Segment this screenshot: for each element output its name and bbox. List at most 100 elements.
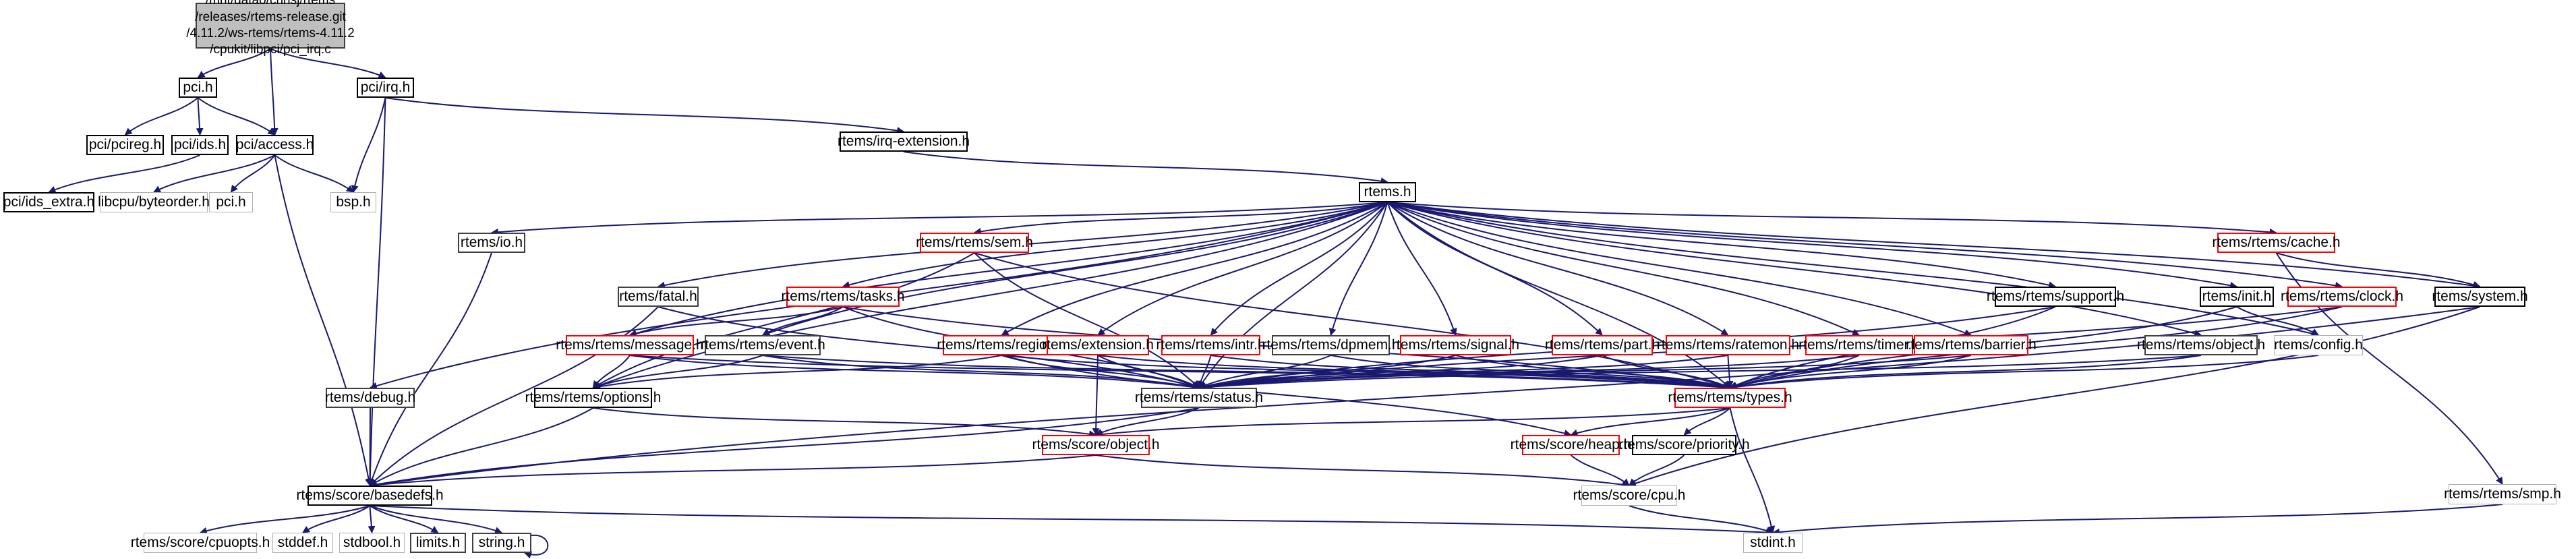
graph-node-limits_h[interactable]: limits.h [410,533,466,553]
graph-node-score_object[interactable]: rtems/score/object.h [1032,435,1160,455]
graph-node-event_h[interactable]: rtems/rtems/event.h [700,335,825,355]
node-label: rtems/score/heap.h [1510,436,1632,452]
edge-extension_h-to-score_object [1092,355,1100,436]
edge-rtems_h-to-support_h [1387,202,2057,289]
edge-rtems_h-to-object_rt_h [1387,202,2202,337]
graph-node-score_heap[interactable]: rtems/score/heap.h [1511,435,1631,455]
graph-node-cache_h[interactable]: rtems/rtems/cache.h [2212,233,2341,253]
edge-barrier_h-to-types_h [1729,355,1972,390]
graph-node-config_h[interactable]: rtems/config.h [2274,335,2363,355]
edge-types_h-to-score_object [1094,407,1730,438]
graph-node-score_priority[interactable]: rtems/score/priority.h [1618,435,1750,455]
edge-config_h-to-types_h [1729,355,2319,391]
node-label: rtems/rtems/signal.h [1391,336,1520,353]
graph-node-intr_h[interactable]: rtems/rtems/intr.h [1156,335,1266,355]
graph-node-stddef_h[interactable]: stddef.h [272,533,333,553]
graph-node-byteorder_h[interactable]: libcpu/byteorder.h [98,192,210,212]
graph-node-string_h[interactable]: string.h [472,533,531,553]
graph-node-stdint_h[interactable]: stdint.h [1743,533,1803,553]
edge-region_h-to-status_h [1001,355,1200,390]
edge-score_heap-to-score_cpu [1570,454,1630,486]
edge-basedefs_h-to-stdbool_h [368,505,376,534]
edge-tasks_h-to-event_h [762,306,844,336]
edge-intr_h-to-status_h [1196,355,1212,389]
graph-node-message_h[interactable]: rtems/rtems/message.h [556,335,704,355]
node-label: pci.h [216,194,246,210]
graph-node-pci_h2[interactable]: pci.h [209,192,253,212]
node-label: pci.h [183,79,213,95]
graph-node-barrier_h[interactable]: rtems/rtems/barrier.h [1906,335,2037,355]
edge-rtems_h-to-barrier_h [1387,202,1972,336]
graph-node-pci_pcireg_h[interactable]: pci/pcireg.h [86,135,164,155]
edge-message_h-to-status_h [629,355,1200,391]
edge-pci_ids_h-to-pci_ids_extra [48,154,200,194]
graph-node-signal_h[interactable]: rtems/rtems/signal.h [1392,335,1519,355]
graph-node-sem_h[interactable]: rtems/rtems/sem.h [916,233,1033,253]
edge-basedefs_h-to-cpuopts_h [199,505,370,535]
graph-node-basedefs_h[interactable]: rtems/score/basedefs.h [296,486,444,506]
graph-node-pci_ids_h[interactable]: pci/ids.h [171,135,229,155]
node-label: rtems/rtems/intr.h [1156,336,1266,353]
edge-rtems_h-to-init_h [1387,202,2238,289]
root-label-line: /cpukit/libpci/pci_irq.c [210,42,331,57]
graph-node-score_cpu[interactable]: rtems/score/cpu.h [1573,486,1685,506]
graph-node-clock_h[interactable]: rtems/rtems/clock.h [2281,287,2403,307]
edge-rtems_h-to-types_h [1386,202,1731,388]
edge-message_h-to-options_h [592,355,631,388]
root-label-line: /4.11.2/ws-rtems/rtems-4.11.2 [186,26,355,40]
graph-node-status_h[interactable]: rtems/rtems/status.h [1135,388,1263,408]
edge-rtems_h-to-dpmem_h [1328,202,1388,336]
graph-node-object_rt_h[interactable]: rtems/rtems/object.h [2137,335,2265,355]
graph-node-init_h[interactable]: rtems/init.h [2200,287,2274,307]
edge-pci_h-to-pci_access_h [197,97,276,136]
graph-node-root[interactable]: /mnt/data0/chrisj/rtems/releases/rtems-r… [186,0,355,57]
graph-node-pci_h[interactable]: pci.h [179,78,217,98]
edge-basedefs_h-to-string_h [370,505,503,534]
graph-node-stdbool_h[interactable]: stdbool.h [339,533,405,553]
edge-barrier_h-to-status_h [1198,355,1972,391]
graph-node-rtems_h[interactable]: rtems.h [1359,182,1416,202]
graph-node-support_h[interactable]: rtems/rtems/support.h [1987,287,2124,307]
graph-node-bsp_h[interactable]: bsp.h [330,192,376,212]
graph-node-cpuopts_h[interactable]: rtems/score/cpuopts.h [131,533,270,553]
graph-node-irq_ext_h[interactable]: rtems/irq-extension.h [838,131,970,152]
graph-node-pci_access_h[interactable]: pci/access.h [236,135,314,155]
edge-system_h-to-basedefs_h [369,306,2480,489]
edge-pci_irq_h-to-basedefs_h [366,97,386,487]
edge-sem_h-to-types_h [974,252,1731,390]
edge-options_h-to-basedefs_h [369,407,594,486]
graph-node-smp_h[interactable]: rtems/rtems/smp.h [2444,484,2561,504]
graph-node-timer_h[interactable]: rtems/rtems/timer.h [1798,335,1920,355]
graph-node-pci_irq_h[interactable]: pci/irq.h [357,78,414,98]
graph-node-pci_ids_extra[interactable]: pci/ids_extra.h [3,192,94,212]
node-label: pci/access.h [235,136,314,152]
edge-message_h-to-types_h [629,355,1731,391]
graph-node-io_h[interactable]: rtems/io.h [458,233,525,253]
node-label: rtems/rtems/types.h [1668,389,1792,405]
graph-node-ratemon_h[interactable]: rtems/rtems/ratemon.h [1657,335,1799,355]
edge-region_h-to-options_h [592,355,1002,390]
edge-rtems_h-to-config_h [1387,202,2320,338]
edge-region_h-to-score_heap [1001,355,1572,437]
graph-node-dpmem_h[interactable]: rtems/rtems/dpmem.h [1262,335,1400,355]
node-label: rtems/rtems/barrier.h [1906,336,2037,353]
node-label: limits.h [415,534,461,550]
edge-score_object-to-score_cpu [1095,454,1631,489]
graph-node-extension_h[interactable]: rtems/extension.h [1042,335,1154,355]
edge-event_h-to-types_h [762,355,1731,391]
node-label: rtems/system.h [2432,288,2528,304]
graph-node-options_h[interactable]: rtems/rtems/options.h [525,388,661,408]
graph-node-part_h[interactable]: rtems/rtems/part.h [1545,335,1660,355]
edge-cache_h-to-system_h [2276,252,2481,289]
graph-node-system_h[interactable]: rtems/system.h [2432,287,2528,307]
node-label: rtems.h [1364,183,1411,200]
node-label: rtems/score/object.h [1032,436,1160,452]
graph-node-debug_h[interactable]: rtems/debug.h [325,388,415,408]
graph-node-tasks_h[interactable]: rtems/rtems/tasks.h [781,287,905,307]
edge-options_h-to-score_object [593,407,1097,438]
graph-node-fatal_h[interactable]: rtems/fatal.h [618,287,699,307]
edge-rtems_h-to-timer_h [1387,202,1860,336]
graph-node-types_h[interactable]: rtems/rtems/types.h [1668,388,1792,408]
node-label: rtems/rtems/status.h [1134,389,1264,405]
